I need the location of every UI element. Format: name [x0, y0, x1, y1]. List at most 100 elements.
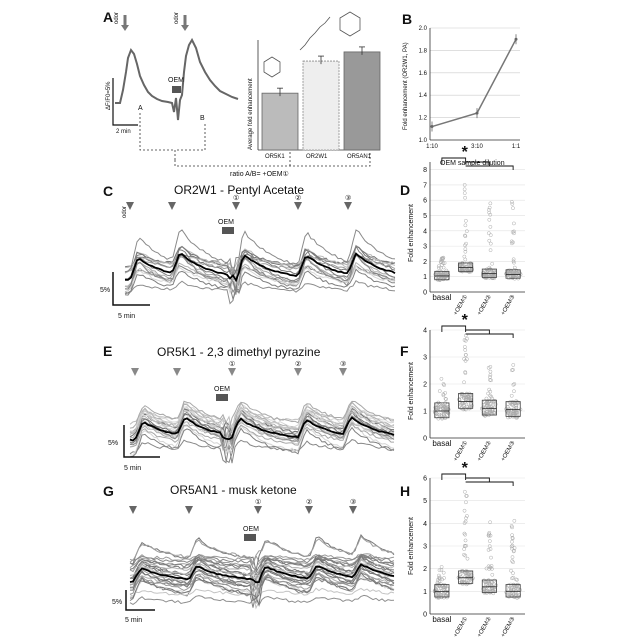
data-point [491, 573, 494, 576]
ytick: 1 [423, 589, 427, 596]
data-point [488, 239, 491, 242]
bar-or5an1 [344, 52, 380, 150]
stimulus-arrow-icon [339, 368, 347, 376]
title-e: OR5K1 - 2,3 dimethyl pyrazine [157, 345, 321, 359]
panel-label-g: G [103, 483, 114, 499]
data-point [464, 533, 467, 536]
bar-ylabel: Average fold enhancement [248, 78, 254, 150]
data-point [512, 258, 515, 261]
sig-bracket-2 [466, 330, 490, 334]
trace-cell [130, 595, 394, 605]
traces-c: ①②③ [125, 194, 395, 304]
ytick: 1 [423, 274, 427, 281]
data-point [464, 517, 467, 520]
sig-bracket-3 [466, 482, 514, 486]
ytick: 2 [423, 259, 427, 266]
stimulus-arrow-icon [254, 506, 262, 514]
data-point [488, 218, 491, 221]
data-point [488, 206, 491, 209]
data-point [464, 219, 467, 222]
stimulus-arrow-icon [168, 202, 176, 210]
stimulus-arrow-icon [305, 506, 313, 514]
stimulus-mark: ① [255, 498, 261, 506]
ytick: 2 [423, 382, 427, 389]
data-point [489, 370, 492, 373]
oem-box-a [172, 86, 181, 93]
data-point [462, 381, 465, 384]
stimulus-mark: ① [229, 360, 235, 368]
oem-label-g: OEM [243, 526, 259, 533]
odor-label-a1: odor [114, 12, 120, 24]
line-series-b [432, 39, 516, 126]
point-b [476, 112, 479, 115]
mark-a: A [138, 105, 143, 112]
scale-x-c: 5 min [118, 313, 135, 320]
ytick: 2 [423, 566, 427, 573]
significance-star: * [462, 460, 469, 477]
data-point [511, 544, 514, 547]
data-point [459, 573, 462, 576]
data-point [510, 577, 513, 580]
h-ylabel: Fold enhancement [408, 517, 415, 575]
data-point [510, 545, 513, 548]
ratio-label: ratio A/B= +OEM① [230, 170, 289, 178]
data-point [511, 202, 514, 205]
xtick-b: 3:10 [471, 144, 483, 150]
significance-star: * [462, 144, 469, 161]
ytick: 3 [423, 355, 427, 362]
bar-or5k1 [262, 93, 298, 150]
panel-label-h: H [400, 483, 410, 499]
category-label: basal [432, 439, 451, 448]
scale-x-e: 5 min [124, 465, 141, 472]
ytick: 8 [423, 167, 427, 174]
data-point [465, 514, 468, 517]
data-point [489, 249, 492, 252]
data-point [512, 390, 515, 393]
oem-label-c: OEM [218, 219, 234, 226]
data-point [489, 547, 492, 550]
data-point [464, 348, 467, 351]
ytick: 6 [423, 476, 427, 483]
data-point [463, 345, 466, 348]
stimulus-mark: ② [295, 360, 301, 368]
scale-bar-a [113, 78, 138, 125]
data-point [442, 571, 445, 574]
category-label: +OEM② [476, 294, 493, 317]
odor-label-c: odor [122, 206, 128, 218]
time-scale-a: 2 min [116, 129, 131, 135]
stimulus-arrow-icon [129, 506, 137, 514]
swarm-chart-f: 01234basal+OEM①+OEM②+OEM③* [423, 312, 525, 463]
xtick-b: 1:1 [512, 144, 521, 150]
dff-label-a: ΔF/F0=5% [106, 81, 112, 110]
stimulus-arrow-icon [294, 368, 302, 376]
data-point [463, 490, 466, 493]
mark-b: B [200, 115, 205, 122]
odor-arrowhead-a1 [121, 25, 129, 31]
ytick: 3 [423, 244, 427, 251]
data-point [491, 397, 494, 400]
data-point [491, 262, 494, 265]
scale-y-g: 5% [112, 599, 122, 606]
category-label: +OEM③ [500, 294, 517, 317]
d-ylabel: Fold enhancement [408, 204, 415, 262]
data-point [463, 547, 466, 550]
connector-a [140, 113, 175, 160]
category-label: +OEM① [452, 616, 469, 639]
data-point [463, 192, 466, 195]
data-point [511, 572, 514, 575]
category-label: +OEM③ [500, 616, 517, 639]
traces-e: ①②③ [130, 360, 394, 463]
data-point [466, 557, 469, 560]
data-point [464, 539, 467, 542]
stimulus-mark: ③ [350, 498, 356, 506]
data-point [464, 196, 467, 199]
data-point [510, 540, 513, 543]
data-point [511, 556, 514, 559]
category-label: +OEM② [476, 616, 493, 639]
sig-bracket-3 [466, 334, 514, 338]
ytick: 0 [423, 290, 427, 297]
data-point [440, 565, 443, 568]
title-g: OR5AN1 - musk ketone [170, 483, 297, 497]
data-point [464, 501, 467, 504]
category-label: basal [432, 615, 451, 624]
